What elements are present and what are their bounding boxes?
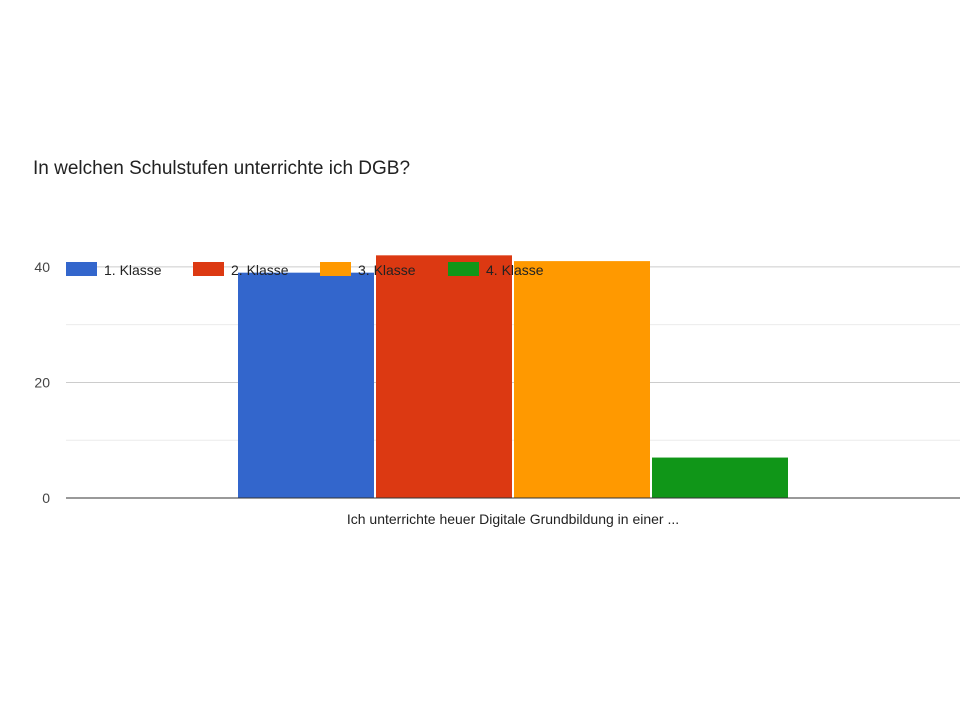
legend-label-3: 3. Klasse [358,262,416,278]
chart-title: In welchen Schulstufen unterrichte ich D… [33,158,411,179]
bar-3 [514,261,650,498]
legend-swatch-4 [448,262,479,276]
legend-label-2: 2. Klasse [231,262,289,278]
y-axis-ticks: 0 20 40 [34,259,50,506]
x-axis-categories: Ich unterrichte heuer Digitale Grundbild… [347,511,679,527]
legend-swatch-1 [66,262,97,276]
y-tick-label: 0 [42,490,50,506]
x-category-label: Ich unterrichte heuer Digitale Grundbild… [347,511,679,527]
legend-swatch-2 [193,262,224,276]
bars [238,255,788,498]
y-tick-label: 20 [34,374,50,390]
legend-label-1: 1. Klasse [104,262,162,278]
bar-1 [238,272,374,498]
legend-label-4: 4. Klasse [486,262,544,278]
legend-swatch-3 [320,262,351,276]
y-tick-label: 40 [34,259,50,275]
gridlines [66,266,960,441]
bar-2 [376,255,512,498]
bar-4 [652,457,788,498]
legend: 1. Klasse 2. Klasse 3. Klasse 4. Klasse [66,262,544,278]
